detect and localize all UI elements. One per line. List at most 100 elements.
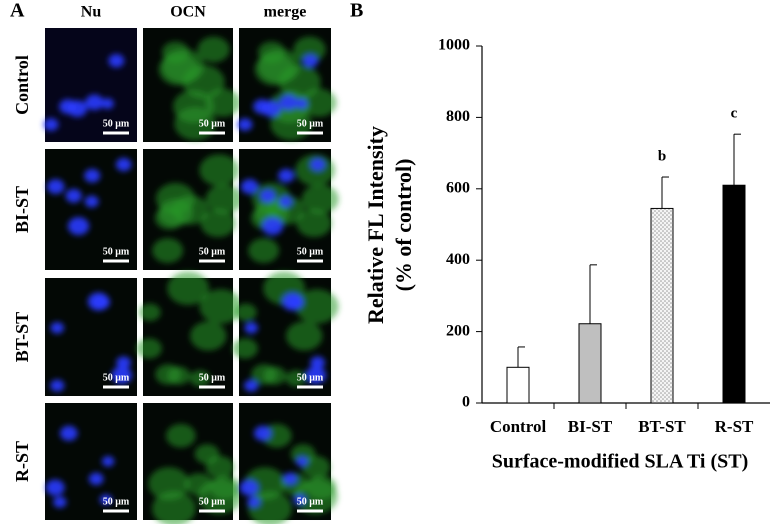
cell-stain xyxy=(239,423,338,524)
y-tick-label: 400 xyxy=(446,251,470,268)
micrograph: 50 μm xyxy=(45,149,137,270)
cell-stain xyxy=(148,423,242,524)
cell-stain xyxy=(45,425,115,508)
nucleus xyxy=(279,94,298,111)
nucleus xyxy=(50,322,64,334)
cytoplasm xyxy=(162,48,205,83)
micrograph: 50 μm xyxy=(239,149,339,270)
nucleus xyxy=(247,496,261,508)
micrograph: 50 μm xyxy=(45,403,137,520)
cytoplasm xyxy=(152,491,196,524)
scale-bar-label: 50 μm xyxy=(199,246,226,257)
y-axis-label: Relative FL Intensity xyxy=(363,126,388,324)
cell-stain xyxy=(240,154,339,263)
cytoplasm xyxy=(295,289,339,324)
nucleus xyxy=(240,179,259,195)
nucleus xyxy=(278,168,295,183)
cytoplasm xyxy=(296,209,332,238)
cytoplasm xyxy=(248,238,280,263)
cytoplasm xyxy=(258,48,301,83)
scale-bar-label: 50 μm xyxy=(103,246,130,257)
nucleus xyxy=(278,195,293,208)
x-tick-label: R-ST xyxy=(715,417,754,436)
bar xyxy=(650,207,674,404)
nucleus xyxy=(84,195,99,208)
nucleus xyxy=(108,54,125,68)
image-background xyxy=(45,28,137,142)
micrograph: 50 μm xyxy=(237,28,337,142)
nucleus xyxy=(50,379,65,392)
cytoplasm xyxy=(301,184,339,214)
nucleus xyxy=(254,425,272,441)
micrograph: 50 μm xyxy=(45,278,137,396)
nucleus xyxy=(281,292,304,311)
cytoplasm xyxy=(190,321,227,351)
micrograph: 50 μm xyxy=(143,28,241,142)
scale-bar-label: 50 μm xyxy=(103,496,130,507)
scale-bar-label: 50 μm xyxy=(199,372,226,383)
cytoplasm xyxy=(286,321,323,351)
cytoplasm xyxy=(199,289,243,324)
micrograph: 50 μm xyxy=(136,271,243,396)
scale-bar-label: 50 μm xyxy=(103,372,130,383)
nucleus xyxy=(84,168,101,183)
nucleus xyxy=(67,217,90,236)
row-label: BI-ST xyxy=(12,186,32,233)
nucleus xyxy=(293,494,307,505)
nucleus xyxy=(65,188,82,203)
nucleus xyxy=(43,118,59,131)
scale-bar-label: 50 μm xyxy=(199,118,226,129)
nucleus xyxy=(53,496,67,508)
cytoplasm xyxy=(138,303,161,322)
cell-stain xyxy=(232,271,339,392)
bar xyxy=(578,323,602,404)
bar-chart: 0 200 400 600 800 1000 Control BI-ST BT-ST R-ST b c… xyxy=(363,37,770,473)
x-tick-label: BT-ST xyxy=(638,417,686,436)
panel-label: A xyxy=(10,0,25,22)
cytoplasm xyxy=(166,423,196,448)
panel-label: B xyxy=(350,0,363,22)
nucleus xyxy=(111,366,133,385)
nucleus xyxy=(115,157,132,172)
cell-stain xyxy=(152,154,243,263)
row-label: Control xyxy=(12,55,32,115)
y-axis-label: (% of control) xyxy=(391,159,416,292)
nucleus xyxy=(295,456,309,467)
cytoplasm xyxy=(205,184,243,214)
nucleus xyxy=(116,356,131,369)
cytoplasm xyxy=(293,36,326,63)
cytoplasm xyxy=(200,209,236,238)
nucleus xyxy=(99,494,113,505)
scale-bar-label: 50 μm xyxy=(297,118,324,129)
nucleus xyxy=(259,188,276,203)
cytoplasm xyxy=(306,475,337,500)
column-header: OCN xyxy=(170,4,206,21)
cytoplasm xyxy=(194,444,220,464)
nucleus xyxy=(282,472,298,486)
nucleus xyxy=(46,179,65,195)
cytoplasm xyxy=(173,90,215,123)
nucleus xyxy=(45,479,65,496)
nucleus xyxy=(87,292,110,311)
cytoplasm xyxy=(199,154,240,187)
cytoplasm xyxy=(136,338,162,359)
x-tick-label: Control xyxy=(490,417,547,436)
x-axis-label: Surface-modified SLA Ti (ST) xyxy=(492,451,749,473)
micrograph: 50 μm xyxy=(43,28,137,142)
cytoplasm xyxy=(205,88,241,117)
nucleus xyxy=(302,54,319,68)
cytoplasm xyxy=(189,370,211,387)
cytoplasm xyxy=(167,271,210,306)
micrograph: 50 μm xyxy=(143,403,242,524)
nucleus xyxy=(67,100,88,118)
cell-stain xyxy=(43,54,125,131)
micrograph: 50 μm xyxy=(232,271,339,396)
nucleus xyxy=(309,157,326,172)
cytoplasm xyxy=(197,36,230,63)
micrograph: 50 μm xyxy=(239,403,338,524)
bar xyxy=(506,366,530,404)
nucleus xyxy=(101,456,115,467)
scale-bar-label: 50 μm xyxy=(103,118,130,129)
y-tick-label: 600 xyxy=(446,179,470,196)
